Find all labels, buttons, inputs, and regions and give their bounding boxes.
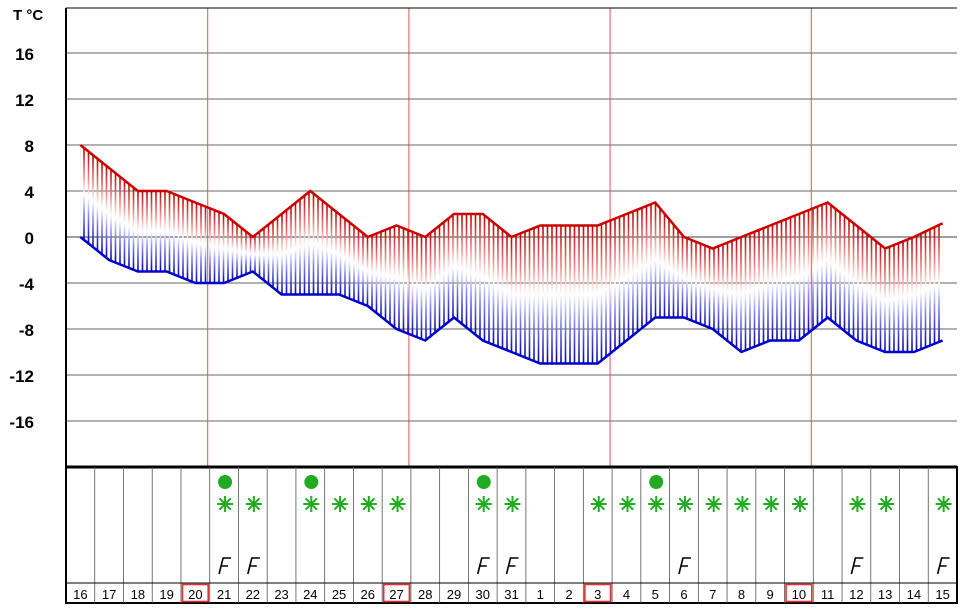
snowflake-icon — [763, 496, 779, 512]
day-label: 30 — [476, 587, 490, 602]
wind-flag-stroke — [851, 558, 863, 574]
day-label: 27 — [389, 587, 403, 602]
snowflake-icon — [505, 496, 521, 512]
day-label: 11 — [821, 587, 835, 602]
wind-flag-icon — [507, 558, 519, 574]
snowflake-icon — [734, 496, 750, 512]
snowflake-icon — [303, 496, 319, 512]
day-label: 7 — [709, 587, 716, 602]
wind-flag-icon — [219, 558, 231, 574]
snowflake-icon — [706, 496, 722, 512]
day-label: 31 — [504, 587, 518, 602]
day-label: 21 — [217, 587, 231, 602]
y-tick-label: 16 — [15, 45, 34, 64]
day-label: 8 — [738, 587, 745, 602]
wind-flag-icon — [938, 558, 950, 574]
wind-flag-stroke — [679, 558, 691, 574]
rain-dot-icon — [218, 475, 232, 489]
day-label: 18 — [131, 587, 145, 602]
day-label: 28 — [418, 587, 432, 602]
wind-flag-icon — [851, 558, 863, 574]
day-label: 23 — [274, 587, 288, 602]
day-label: 12 — [849, 587, 863, 602]
wind-flag-icon — [478, 558, 490, 574]
rain-dot-icon — [477, 475, 491, 489]
snowflake-icon — [217, 496, 233, 512]
snowflake-icon — [936, 496, 952, 512]
y-tick-label: 8 — [25, 137, 34, 156]
day-label: 19 — [159, 587, 173, 602]
day-label: 10 — [792, 587, 806, 602]
snowflake-icon — [390, 496, 406, 512]
temperature-band — [66, 145, 957, 364]
snowflake-icon — [648, 496, 664, 512]
y-tick-label: -16 — [9, 413, 34, 432]
day-label: 16 — [73, 587, 87, 602]
day-label: 22 — [246, 587, 260, 602]
rain-dot-icon — [649, 475, 663, 489]
rain-dot-icon — [304, 475, 318, 489]
wind-flag-stroke — [938, 558, 950, 574]
day-label: 17 — [102, 587, 116, 602]
snowflake-icon — [246, 496, 262, 512]
y-tick-label: 12 — [15, 91, 34, 110]
snowflake-icon — [476, 496, 492, 512]
y-tick-label: 4 — [25, 183, 35, 202]
day-label: 5 — [652, 587, 659, 602]
y-tick-label: 0 — [25, 229, 34, 248]
wind-flag-stroke — [478, 558, 490, 574]
day-label: 14 — [907, 587, 921, 602]
day-label: 13 — [878, 587, 892, 602]
snowflake-icon — [792, 496, 808, 512]
day-label: 9 — [767, 587, 774, 602]
day-label: 15 — [935, 587, 949, 602]
wind-flag-stroke — [219, 558, 231, 574]
y-tick-label: -8 — [19, 321, 34, 340]
wind-flag-stroke — [248, 558, 260, 574]
wind-flag-stroke — [507, 558, 519, 574]
snowflake-icon — [361, 496, 377, 512]
day-label: 6 — [680, 587, 687, 602]
snowflake-icon — [332, 496, 348, 512]
snowflake-icon — [878, 496, 894, 512]
day-label: 26 — [361, 587, 375, 602]
snowflake-icon — [591, 496, 607, 512]
snowflake-icon — [677, 496, 693, 512]
day-label: 4 — [623, 587, 630, 602]
day-label: 24 — [303, 587, 317, 602]
day-label: 25 — [332, 587, 346, 602]
day-label: 3 — [594, 587, 601, 602]
y-tick-label: -12 — [9, 367, 34, 386]
day-label: 20 — [188, 587, 202, 602]
snowflake-icon — [849, 496, 865, 512]
wind-flag-icon — [248, 558, 260, 574]
day-label: 29 — [447, 587, 461, 602]
snowflake-icon — [619, 496, 635, 512]
day-label: 1 — [537, 587, 544, 602]
y-tick-label: -4 — [19, 275, 35, 294]
y-axis-label: T °C — [13, 7, 43, 24]
wind-flag-icon — [679, 558, 691, 574]
day-label: 2 — [565, 587, 572, 602]
